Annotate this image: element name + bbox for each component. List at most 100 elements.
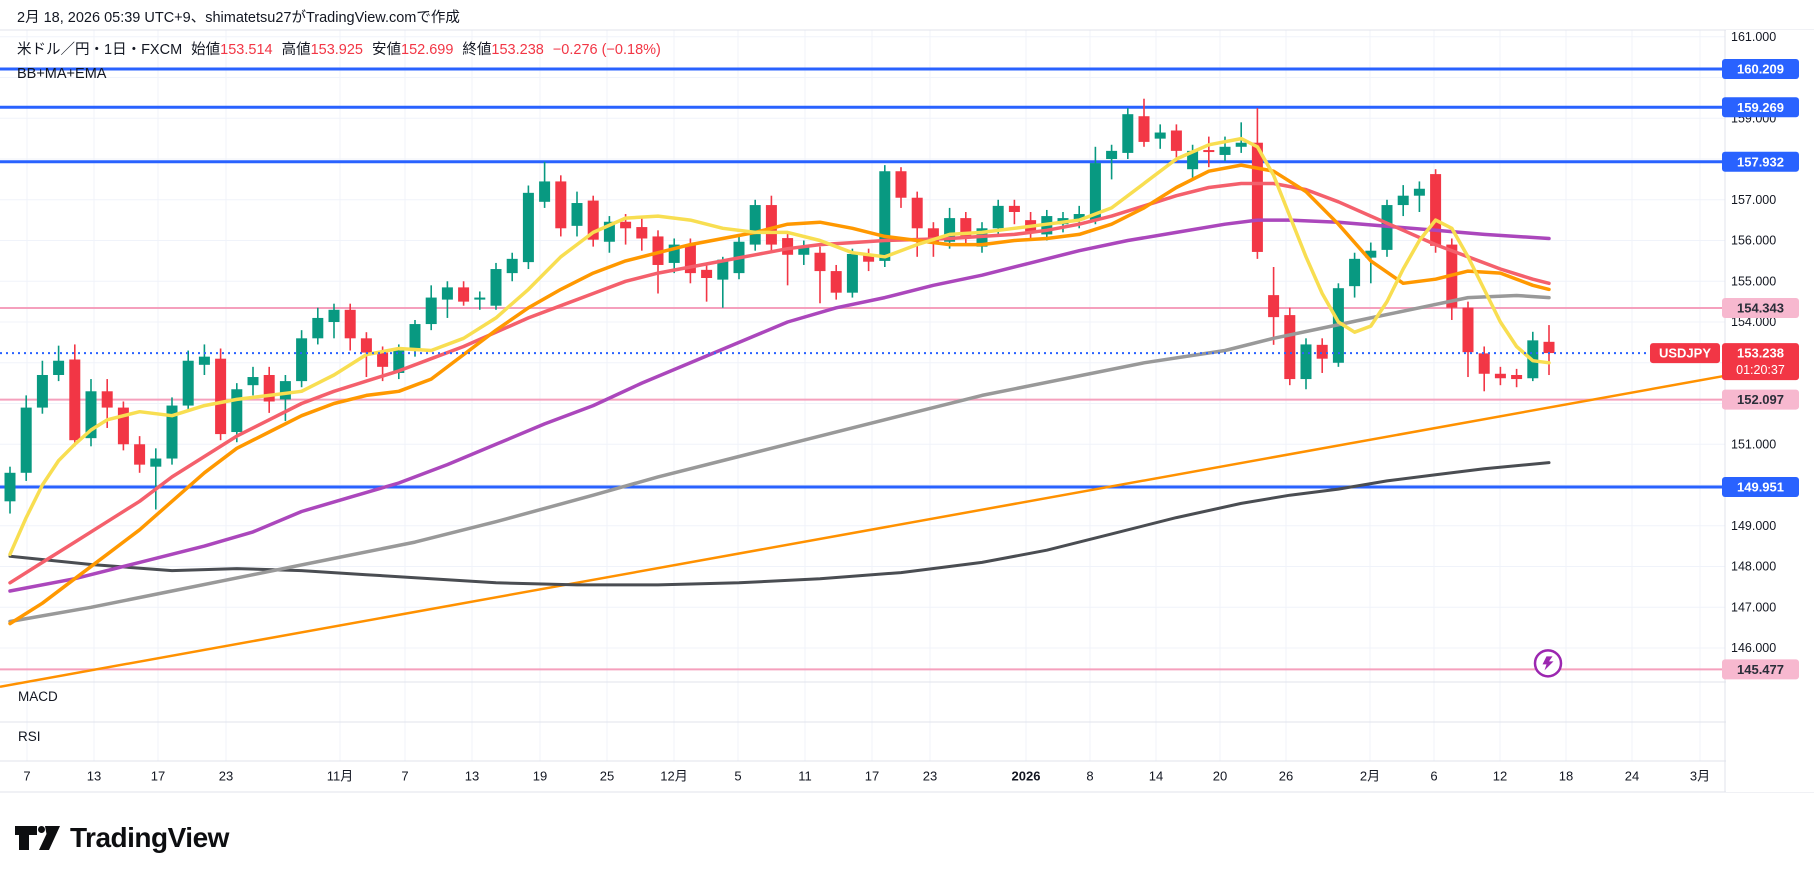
price-level-lines[interactable] — [0, 67, 1725, 671]
tradingview-logo[interactable]: TradingView — [15, 822, 229, 854]
indicator-legend[interactable]: BB+MA+EMA — [17, 66, 107, 82]
candle-body — [1170, 130, 1182, 151]
candle-body — [944, 218, 956, 242]
bar-countdown: 01:20:37 — [1736, 363, 1785, 377]
candle-body — [636, 227, 648, 239]
candle-body — [215, 358, 227, 435]
candle-body — [701, 269, 713, 279]
candle-body — [101, 391, 113, 408]
candle-body — [474, 297, 486, 300]
candle-body — [603, 221, 615, 242]
price-axis-labels[interactable]: 161.000159.000157.000156.000155.000154.0… — [1731, 30, 1776, 655]
price-level-badges: 160.209 159.269 157.932 154.343 152.097 149.9… — [1722, 59, 1799, 680]
time-tick-label: 17 — [865, 769, 879, 784]
candle-body — [4, 472, 16, 502]
candle-body — [1316, 344, 1328, 359]
pane-separators[interactable] — [0, 29, 1814, 793]
candle-body — [960, 218, 972, 237]
grid-lines — [0, 30, 1725, 761]
candle-body — [555, 181, 567, 229]
candle-body — [895, 171, 907, 198]
open-value: 153.514 — [220, 42, 273, 58]
orange-trendline[interactable] — [0, 374, 1726, 688]
price-tick-label: 148.000 — [1731, 560, 1776, 574]
time-tick-label: 12月 — [660, 769, 687, 784]
candle-body — [1430, 174, 1442, 246]
time-tick-label: 8 — [1086, 769, 1093, 784]
level-badge-label: 159.269 — [1737, 100, 1784, 115]
candle-body — [1089, 163, 1101, 221]
candle-body — [1397, 195, 1409, 206]
candle-body — [620, 221, 632, 229]
overlay-ma-orange[interactable] — [8, 163, 1551, 626]
candle-body — [312, 317, 324, 339]
price-tick-label: 156.000 — [1731, 234, 1776, 248]
overlay-ma-dark[interactable] — [8, 461, 1551, 587]
candle-body — [911, 197, 923, 229]
candle-body — [231, 389, 243, 433]
candle-body — [1511, 374, 1523, 380]
level-badge-label: 160.209 — [1737, 62, 1784, 77]
candle-body — [522, 192, 534, 263]
change-value: −0.276 (−0.18%) — [552, 42, 661, 58]
open-label: 始値 — [191, 42, 221, 58]
candle-body — [879, 171, 891, 261]
candle-body — [20, 407, 32, 473]
candle-body — [1543, 341, 1555, 354]
candle-body — [360, 338, 372, 353]
candle-body — [992, 205, 1004, 229]
overlay-ma-gray[interactable] — [8, 293, 1551, 624]
candle-body — [69, 359, 81, 441]
time-tick-label: 11 — [798, 769, 812, 784]
tradingview-logo-icon — [15, 826, 60, 850]
candles-group[interactable] — [4, 98, 1555, 514]
export-caption: 2月 18, 2026 05:39 UTC+9、shimatetsu27がTra… — [17, 10, 460, 26]
overlay-bb-basis-yellow[interactable] — [8, 136, 1551, 557]
candle-body — [1008, 205, 1020, 212]
symbol-legend[interactable]: 米ドル／円・1日・FXCM 始値153.514 高値153.925 安値152.699… — [17, 38, 661, 59]
current-price-label: 153.238 — [1737, 346, 1784, 361]
price-tick-label: 149.000 — [1731, 519, 1776, 533]
time-tick-label: 23 — [219, 769, 233, 784]
overlay-ema-red[interactable] — [8, 181, 1551, 585]
level-badge-label: 157.932 — [1737, 154, 1784, 169]
candle-body — [749, 205, 761, 245]
overlay-ma-purple[interactable] — [8, 218, 1551, 593]
symbol-title[interactable]: 米ドル／円・1日・FXCM — [17, 42, 183, 58]
candle-body — [134, 444, 146, 465]
candle-body — [117, 407, 129, 445]
time-tick-label: 23 — [923, 769, 937, 784]
candle-body — [684, 244, 696, 274]
candle-body — [782, 238, 794, 255]
candle-body — [1413, 188, 1425, 196]
candle-body — [425, 297, 437, 325]
candle-body — [717, 259, 729, 280]
candle-body — [53, 360, 65, 375]
time-tick-label: 7 — [23, 769, 30, 784]
price-tick-label: 154.000 — [1731, 315, 1776, 329]
candle-body — [927, 228, 939, 242]
candle-body — [1235, 142, 1247, 147]
time-tick-label: 14 — [1149, 769, 1163, 784]
time-tick-label: 24 — [1625, 769, 1639, 784]
macd-pane-label[interactable]: MACD — [18, 689, 58, 704]
time-tick-label: 19 — [533, 769, 547, 784]
candle-body — [1073, 214, 1085, 221]
candle-body — [344, 309, 356, 339]
candle-body — [668, 244, 680, 263]
rsi-pane-label[interactable]: RSI — [18, 729, 41, 744]
time-tick-label: 25 — [600, 769, 614, 784]
time-tick-label: 5 — [734, 769, 741, 784]
low-label: 安値 — [372, 42, 401, 58]
price-tick-label: 161.000 — [1731, 30, 1776, 44]
tradingview-logo-text: TradingView — [70, 822, 229, 853]
lightning-marker-icon[interactable] — [1533, 649, 1563, 678]
candle-body — [652, 236, 664, 265]
time-tick-label: 11月 — [327, 769, 354, 784]
symbol-axis-label: USDJPY — [1659, 346, 1711, 361]
price-tick-label: 151.000 — [1731, 437, 1776, 451]
time-axis-labels[interactable]: 7 13 17 23 11月 7 13 19 25 12月 5 11 17 23 2026 8 14 20 26 2月… — [23, 769, 1710, 784]
candle-body — [393, 350, 405, 373]
candle-body — [1219, 146, 1231, 155]
